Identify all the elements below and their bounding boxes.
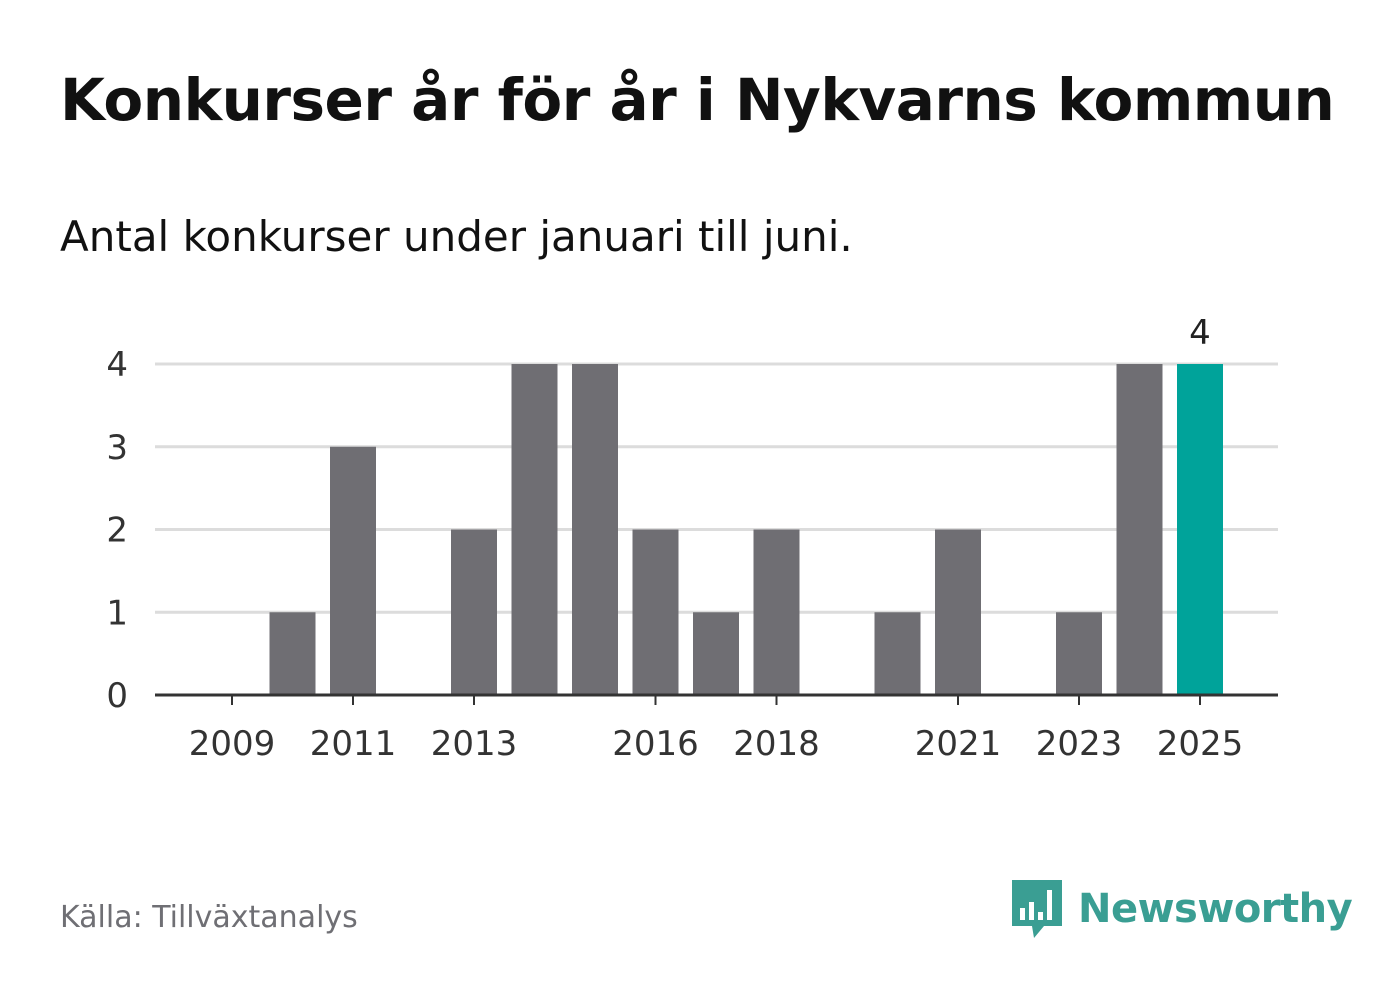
x-tick-label: 2023 [1036, 724, 1123, 764]
y-tick-label: 2 [106, 511, 128, 551]
x-tick-label: 2009 [189, 724, 276, 764]
bar [1177, 364, 1223, 695]
bar [330, 446, 376, 695]
bar [693, 612, 739, 695]
brand-logo: Newsworthy [1010, 878, 1353, 940]
chart-title: Konkurser år för år i Nykvarns kommun [60, 66, 1335, 134]
y-tick-label: 1 [106, 593, 128, 633]
y-tick-label: 0 [106, 676, 128, 716]
chart-subtitle: Antal konkurser under januari till juni. [60, 212, 853, 261]
bar [451, 529, 497, 695]
bar [1056, 612, 1102, 695]
bar [935, 529, 981, 695]
bar-chart-speech-bubble-icon [1012, 880, 1062, 938]
y-tick-label: 4 [106, 345, 128, 385]
bar [874, 612, 921, 695]
bar [753, 529, 800, 695]
x-tick-label: 2016 [612, 724, 699, 764]
y-tick-label: 3 [106, 428, 128, 468]
bar [632, 529, 679, 695]
x-tick-label: 2018 [733, 724, 820, 764]
bar [572, 364, 618, 695]
bar [269, 612, 316, 695]
x-tick-label: 2011 [310, 724, 397, 764]
bar [511, 364, 558, 695]
x-tick-label: 2021 [915, 724, 1002, 764]
source-note: Källa: Tillväxtanalys [60, 900, 358, 935]
brand-name: Newsworthy [1078, 886, 1353, 932]
x-tick-label: 2013 [431, 724, 518, 764]
x-tick-label: 2025 [1157, 724, 1244, 764]
data-label: 4 [1189, 313, 1211, 353]
bar [1116, 364, 1163, 695]
